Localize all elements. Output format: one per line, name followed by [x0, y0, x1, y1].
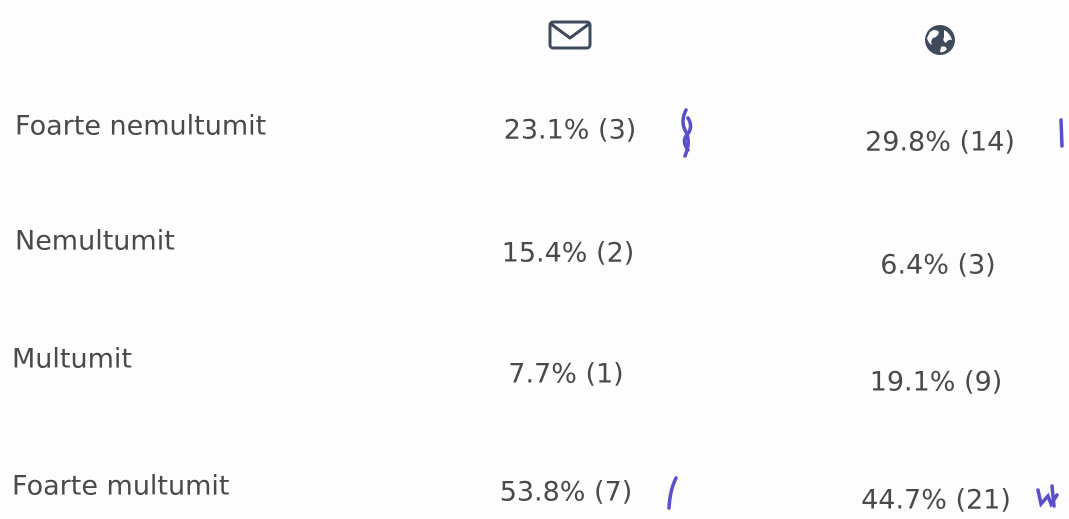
email-value: 53.8% (7): [500, 477, 633, 508]
web-icon: [925, 25, 955, 55]
email-value: 7.7% (1): [508, 359, 623, 390]
handwritten-marks: [667, 108, 1064, 510]
web-value: 29.8% (14): [865, 127, 1015, 158]
web-value: 19.1% (9): [870, 367, 1003, 398]
row-label: Multumit: [12, 344, 132, 375]
email-icon: [548, 20, 592, 50]
web-value: 44.7% (21): [861, 485, 1011, 516]
row-label: Foarte nemultumit: [15, 111, 266, 142]
web-value: 6.4% (3): [880, 250, 995, 281]
email-value: 15.4% (2): [502, 238, 635, 269]
row-label: Foarte multumit: [12, 471, 230, 502]
email-value: 23.1% (3): [504, 115, 637, 146]
rows: Foarte nemultumit 23.1% (3) 29.8% (14) Nemu…: [12, 111, 1015, 516]
row-label: Nemultumit: [15, 226, 175, 257]
